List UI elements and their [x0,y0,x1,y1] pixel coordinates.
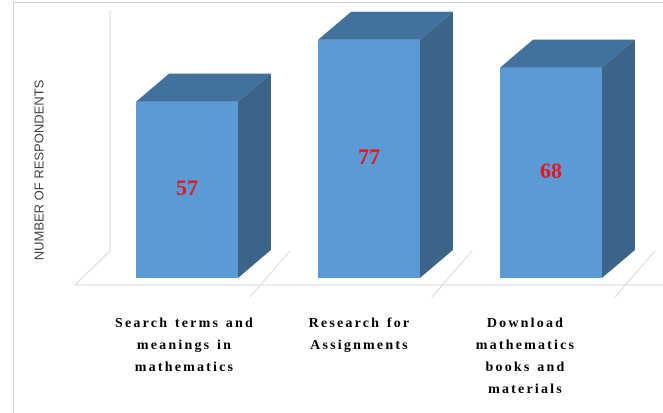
floor-line [74,250,111,286]
x-tick-label: Download mathematics books and materials [475,316,577,397]
bar-top [136,73,271,102]
floor-line [249,250,291,298]
value-label: 68 [540,158,562,183]
bar [318,39,420,278]
bar [500,67,602,278]
x-tick-label: Research for Assignments [308,316,412,353]
value-label: 57 [176,175,198,200]
chart-border [13,2,663,413]
value-label: 77 [358,144,380,169]
y-axis-label: NUMBER OF RESPONDENTS [31,79,46,260]
floor-line [614,250,656,298]
bar-side [602,39,635,278]
x-tick-label: Search terms and meanings in mathematics [115,316,255,375]
bar-top [500,39,635,68]
bar-side [420,11,453,279]
floor-line [431,250,473,298]
bar-side [238,73,271,279]
bar-top [318,11,453,40]
floor-grid [74,10,663,298]
bar [136,101,238,279]
